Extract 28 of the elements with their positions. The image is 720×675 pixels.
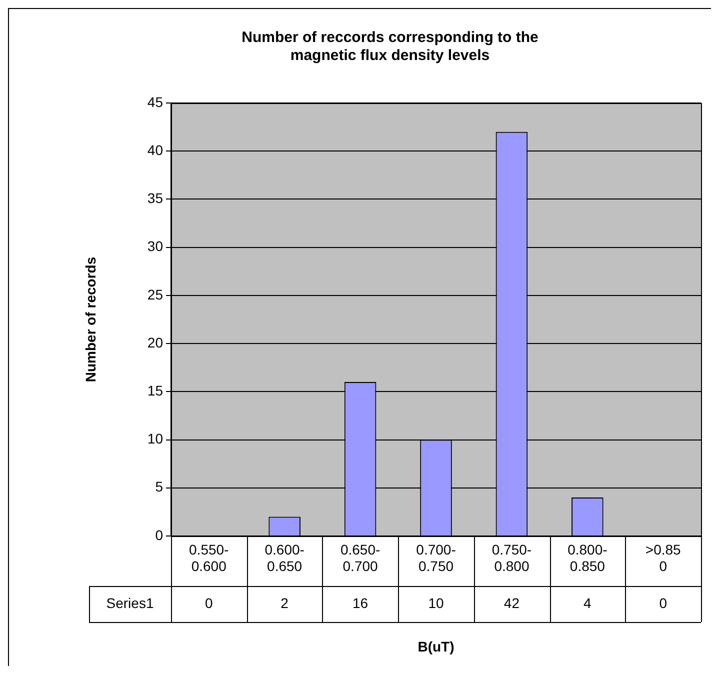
data-label: 16 <box>352 594 368 611</box>
y-axis-title: Number of records <box>82 256 98 382</box>
x-tick-label: 0.600-0.650 <box>264 541 305 574</box>
y-tick-label: 30 <box>147 238 164 254</box>
x-tick-label: 0.800-0.850 <box>568 541 608 574</box>
y-tick-label: 20 <box>147 334 164 350</box>
y-tick-label: 10 <box>147 430 164 447</box>
y-tick-label: 40 <box>147 142 164 158</box>
x-tick-label: 0.700-0.750 <box>416 541 456 574</box>
data-label: 10 <box>428 594 444 611</box>
x-tick-label: 0.650-0.700 <box>340 541 380 574</box>
y-tick-label: 45 <box>147 94 164 110</box>
data-label: 42 <box>504 594 520 611</box>
data-label: 2 <box>280 594 289 611</box>
data-label: 0 <box>659 594 668 611</box>
y-tick-label: 25 <box>147 286 164 302</box>
x-axis-title: B(uT) <box>418 638 454 654</box>
x-tick-label: 0.750-0.800 <box>492 541 532 574</box>
data-label: 4 <box>584 594 592 611</box>
x-tick-label: >0.850 <box>645 541 682 574</box>
chart-title: Number of reccords corresponding to the magnetic flux density levels <box>242 29 538 64</box>
x-tick-label: 0.550-0.600 <box>189 541 230 574</box>
y-tick-label: 35 <box>147 190 164 206</box>
y-tick-label: 5 <box>155 478 164 495</box>
y-tick-label: 15 <box>147 382 164 399</box>
y-tick-label: 0 <box>155 526 164 543</box>
text: Series1 <box>106 594 154 611</box>
data-label: 0 <box>204 594 213 611</box>
